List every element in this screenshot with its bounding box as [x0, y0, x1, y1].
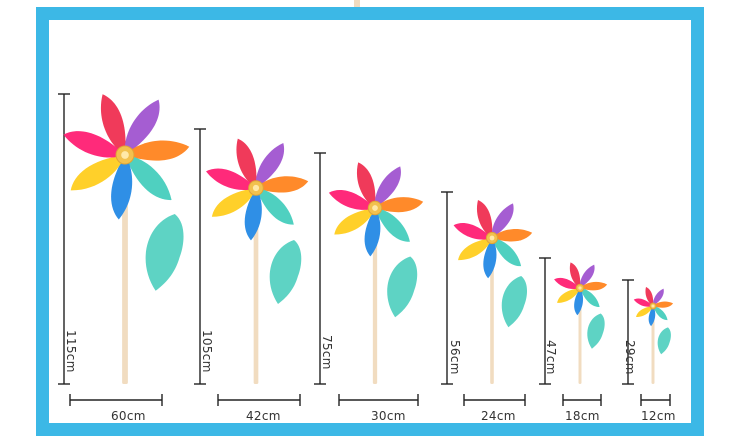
- pinwheel-petal: [255, 142, 285, 188]
- pinwheel-petal: [491, 203, 514, 238]
- pinwheel-hub-center: [651, 304, 655, 308]
- pinwheel-petal: [492, 238, 522, 267]
- pinwheel-petal: [453, 223, 492, 240]
- height-label-12: 29cm: [623, 340, 637, 375]
- pinwheel-petal: [256, 188, 294, 225]
- pinwheel-petal: [477, 200, 493, 238]
- pinwheel-petal: [458, 238, 492, 261]
- leaf-decoration: [145, 214, 184, 291]
- pinwheel-stick: [490, 238, 494, 384]
- pinwheel-petal: [554, 277, 580, 290]
- pinwheel-petal: [557, 288, 580, 303]
- height-label-30: 75cm: [320, 335, 334, 370]
- pinwheel-hub-center: [121, 151, 129, 159]
- pinwheel-30: [328, 162, 424, 384]
- pinwheel-petal: [364, 208, 381, 257]
- pinwheel-24: [453, 200, 533, 384]
- pinwheel-petal: [652, 288, 664, 306]
- pinwheel-petal: [633, 298, 653, 307]
- pinwheel-hub-center: [252, 184, 260, 192]
- pinwheel-petal: [653, 306, 668, 321]
- leaf-decoration: [269, 240, 302, 304]
- pinwheel-42: [206, 138, 309, 384]
- pinwheel-petal: [648, 306, 656, 327]
- pinwheel-petal: [580, 281, 608, 291]
- pinwheel-12: [633, 287, 674, 384]
- height-label-60: 115cm: [64, 330, 78, 373]
- width-label-24: 24cm: [481, 409, 516, 423]
- pinwheel-petal: [375, 197, 424, 213]
- width-label-12: 12cm: [641, 409, 676, 423]
- hanging-string: [354, 0, 360, 7]
- height-label-18: 47cm: [544, 340, 558, 375]
- pinwheel-petal: [357, 162, 376, 208]
- pinwheel-stick: [651, 306, 655, 384]
- pinwheel-petal: [492, 228, 533, 242]
- pinwheel-petal: [574, 288, 583, 316]
- height-label-24: 56cm: [448, 340, 462, 375]
- pinwheel-petal: [236, 138, 257, 188]
- leaf-decoration: [587, 313, 605, 349]
- pinwheel-petal: [63, 131, 125, 158]
- pinwheel-petal: [334, 208, 375, 235]
- pinwheel-petal: [101, 94, 126, 155]
- pinwheel-petal: [636, 306, 653, 318]
- width-label-30: 30cm: [371, 409, 406, 423]
- pinwheel-petal: [645, 287, 654, 306]
- pinwheel-petal: [125, 140, 190, 161]
- width-label-42: 42cm: [246, 409, 281, 423]
- pinwheel-petal: [70, 155, 125, 191]
- pinwheel-stick: [253, 188, 259, 384]
- leaf-decoration: [387, 256, 418, 318]
- pinwheel-petal: [579, 264, 595, 288]
- pinwheel-hub-center: [578, 286, 582, 290]
- width-label-60: 60cm: [111, 409, 146, 423]
- pinwheel-petal: [125, 155, 172, 201]
- width-label-18: 18cm: [565, 409, 600, 423]
- pinwheel-petal: [124, 99, 160, 155]
- pinwheel-petal: [111, 155, 133, 220]
- height-label-42: 105cm: [200, 330, 214, 373]
- pinwheel-petal: [375, 208, 410, 242]
- leaf-decoration: [657, 327, 671, 355]
- pinwheel-petal: [328, 190, 375, 210]
- pinwheel-stick: [372, 208, 378, 384]
- pinwheel-petal: [569, 262, 581, 288]
- pinwheel-petal: [483, 238, 497, 279]
- pinwheel-hub-center: [489, 235, 495, 241]
- pinwheel-petal: [256, 176, 309, 193]
- pinwheel-hub-center: [372, 205, 378, 211]
- pinwheel-petal: [653, 301, 674, 308]
- leaf-decoration: [501, 276, 528, 328]
- pinwheel-petal: [374, 166, 401, 208]
- pinwheel-petal: [580, 288, 600, 308]
- pinwheel-petal: [206, 168, 256, 191]
- pinwheel-60: [63, 94, 190, 384]
- pinwheel-petal: [211, 188, 256, 217]
- pinwheel-18: [554, 262, 608, 384]
- pinwheel-petal: [244, 188, 262, 241]
